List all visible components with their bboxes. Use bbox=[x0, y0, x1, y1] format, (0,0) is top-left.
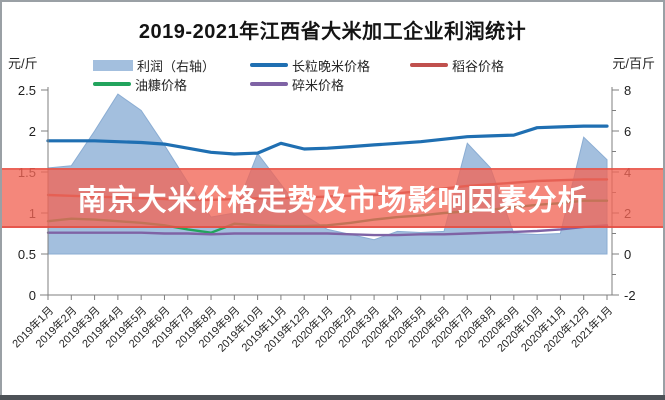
frame-edge-left bbox=[0, 0, 2, 400]
right-axis-tick-label: 0 bbox=[624, 247, 631, 262]
left-axis-tick-label: 2.5 bbox=[18, 83, 36, 98]
legend-item-rice-bran: 油糠价格 bbox=[93, 76, 188, 93]
frame-edge-bottom bbox=[0, 395, 665, 400]
legend-label: 长粒晚米价格 bbox=[292, 58, 371, 74]
left-axis-tick-label: 0 bbox=[29, 288, 36, 303]
broken-rice-line-swatch bbox=[250, 82, 288, 86]
right-axis-tick-label: 6 bbox=[624, 124, 631, 139]
headline-banner-text: 南京大米价格走势及市场影响因素分析 bbox=[77, 185, 588, 217]
legend-label: 利润（右轴） bbox=[137, 58, 216, 74]
right-axis-tick-label: -2 bbox=[624, 288, 636, 303]
frame-edge-right bbox=[663, 0, 665, 400]
profit-area-swatch bbox=[93, 59, 133, 71]
headline-banner-overlay: 南京大米价格走势及市场影响因素分析 bbox=[0, 168, 665, 228]
left-axis-tick-label: 2 bbox=[29, 124, 36, 139]
left-axis-unit: 元/斤 bbox=[8, 56, 38, 71]
legend-label: 油糠价格 bbox=[135, 77, 188, 93]
long-grain-line-swatch bbox=[250, 63, 288, 67]
left-axis-tick-label: 0.5 bbox=[18, 247, 36, 262]
chart-title: 2019-2021年江西省大米加工企业利润统计 bbox=[138, 21, 527, 43]
legend-item-profit: 利润（右轴） bbox=[93, 57, 216, 74]
legend-label: 碎米价格 bbox=[292, 77, 345, 93]
legend-item-broken-rice: 碎米价格 bbox=[250, 76, 345, 93]
broken-rice-price-line bbox=[46, 224, 609, 237]
frame-edge-top bbox=[0, 0, 665, 2]
right-axis-tick-label: 8 bbox=[624, 83, 631, 98]
legend-item-paddy: 稻谷价格 bbox=[410, 57, 505, 74]
legend-item-long-grain-rice: 长粒晚米价格 bbox=[250, 57, 371, 74]
bran-line-swatch bbox=[93, 82, 131, 86]
paddy-line-swatch bbox=[410, 63, 448, 67]
legend-label: 稻谷价格 bbox=[452, 58, 505, 74]
long-grain-rice-price-line bbox=[46, 124, 609, 156]
right-axis-unit: 元/百斤 bbox=[612, 56, 655, 71]
